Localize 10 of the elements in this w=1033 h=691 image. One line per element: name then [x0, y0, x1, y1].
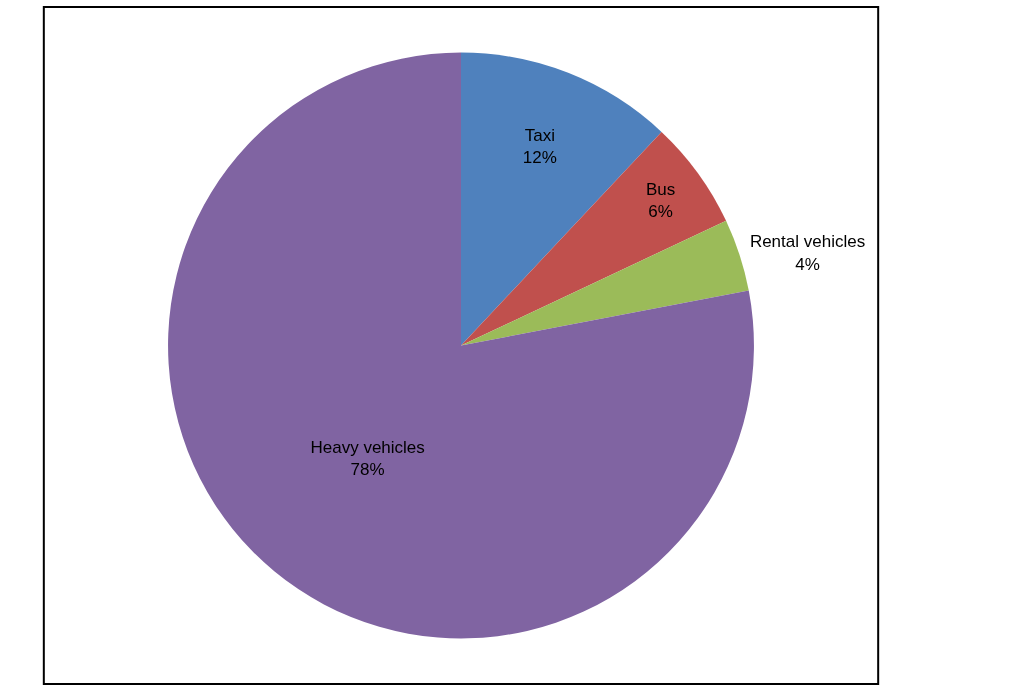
data-label: 78% — [350, 459, 385, 479]
data-label: 6% — [648, 202, 673, 222]
slice-label: Bus — [645, 179, 676, 199]
slice-label: Taxi — [524, 125, 555, 145]
pie-slice — [461, 220, 749, 346]
data-label: 4% — [795, 254, 820, 274]
slice-label: Rental vehicles — [749, 232, 866, 252]
pie-slice — [461, 131, 727, 346]
slice-label: Heavy vehicles — [310, 437, 425, 457]
data-label: 12% — [522, 147, 557, 167]
